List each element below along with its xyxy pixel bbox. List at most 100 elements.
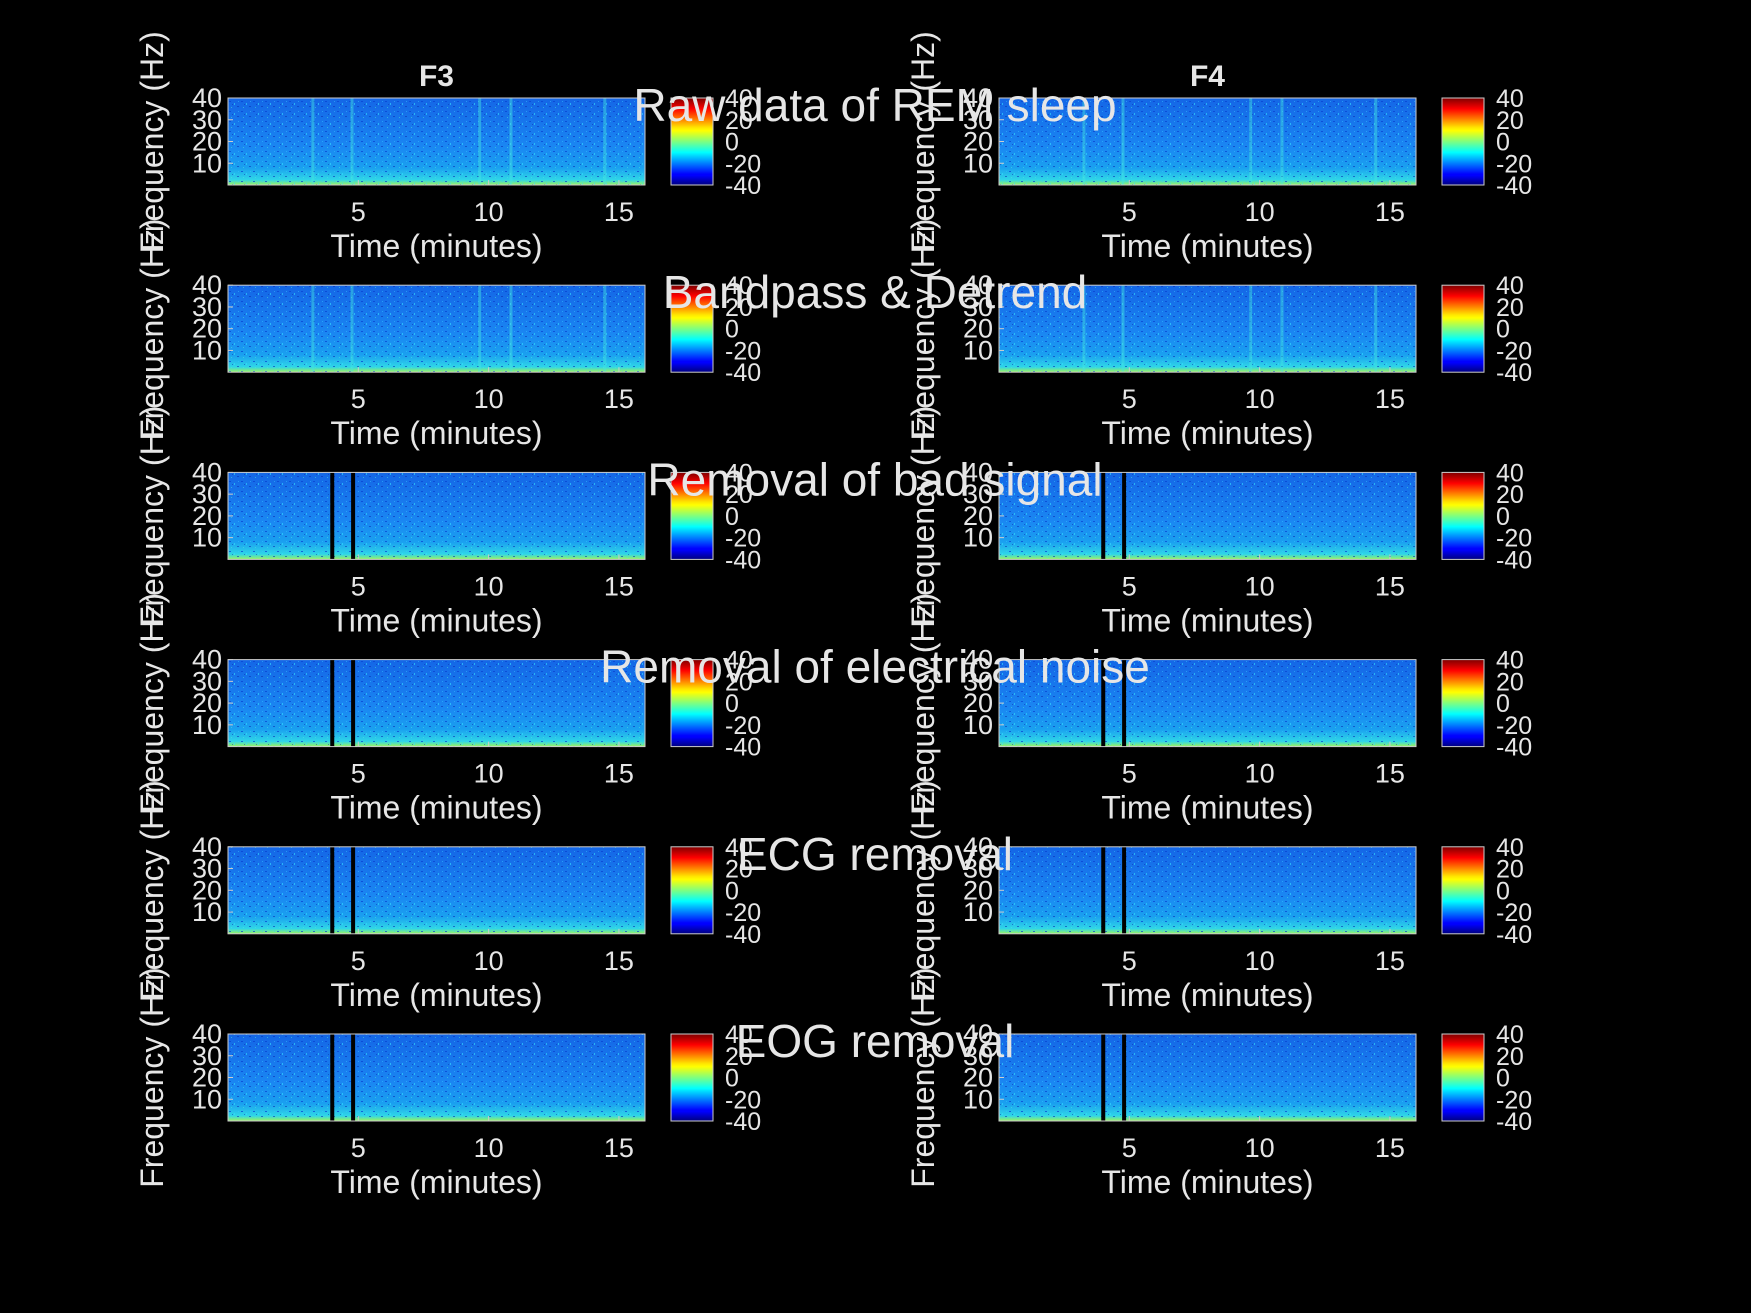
y-tick-label: 40 bbox=[963, 1019, 993, 1049]
artifact-streak bbox=[350, 98, 354, 185]
x-axis-label: Time (minutes) bbox=[1101, 415, 1313, 451]
colorbar-tick-label: 40 bbox=[725, 272, 753, 300]
x-axis-label: Time (minutes) bbox=[330, 977, 542, 1013]
colorbar bbox=[670, 1033, 714, 1122]
colorbar-tick-label: -20 bbox=[725, 899, 761, 927]
spectrogram-texture bbox=[999, 846, 1416, 934]
y-tick-label: 20 bbox=[963, 1063, 993, 1093]
colorbar-tick-label: -40 bbox=[1496, 1108, 1532, 1136]
y-tick-label: 30 bbox=[192, 1041, 222, 1071]
spectrogram-texture bbox=[228, 472, 645, 560]
colorbar-tick-label: 0 bbox=[1496, 503, 1510, 531]
spectrogram-texture bbox=[999, 98, 1416, 185]
x-tick-label: 5 bbox=[351, 946, 366, 976]
colorbar-tick-label: 20 bbox=[725, 294, 753, 322]
colorbar bbox=[1441, 284, 1485, 373]
artifact-streak bbox=[1280, 98, 1284, 185]
removed-segment bbox=[1122, 659, 1127, 747]
removed-segment bbox=[330, 472, 335, 560]
colorbar bbox=[670, 659, 714, 748]
y-tick-label: 10 bbox=[963, 897, 993, 927]
colorbar-tick-label: -40 bbox=[725, 921, 761, 949]
x-tick-label: 5 bbox=[1122, 946, 1137, 976]
removed-segment bbox=[330, 846, 335, 934]
removed-segment bbox=[1122, 1034, 1127, 1121]
x-axis-label: Time (minutes) bbox=[330, 1164, 542, 1200]
row-title: ECG removal bbox=[737, 828, 1013, 880]
artifact-streak bbox=[603, 98, 607, 185]
x-tick-label: 10 bbox=[474, 197, 504, 227]
colorbar-tick-label: -40 bbox=[725, 359, 761, 387]
x-tick-label: 15 bbox=[604, 759, 634, 789]
artifact-streak bbox=[311, 285, 315, 373]
y-tick-label: 30 bbox=[192, 666, 222, 696]
removed-segment bbox=[351, 846, 356, 934]
x-axis-label: Time (minutes) bbox=[1101, 977, 1313, 1013]
y-tick-label: 30 bbox=[192, 292, 222, 322]
y-tick-label: 40 bbox=[192, 645, 222, 675]
y-tick-label: 20 bbox=[192, 314, 222, 344]
x-axis-label: Time (minutes) bbox=[330, 228, 542, 264]
row-title: Raw data of REM sleep bbox=[633, 79, 1116, 131]
colorbar-tick-label: 0 bbox=[725, 316, 739, 344]
colorbar bbox=[1441, 471, 1485, 560]
spectrogram-texture bbox=[228, 846, 645, 934]
y-tick-label: 40 bbox=[192, 1019, 222, 1049]
colorbar-tick-label: 0 bbox=[725, 877, 739, 905]
artifact-streak bbox=[509, 98, 513, 185]
y-tick-label: 40 bbox=[192, 832, 222, 862]
row-title: Removal of electrical noise bbox=[600, 641, 1150, 693]
row-title: Bandpass & Detrend bbox=[663, 266, 1088, 318]
colorbar-tick-label: 40 bbox=[1496, 85, 1524, 113]
colorbar-tick-label: 20 bbox=[725, 107, 753, 135]
y-tick-label: 40 bbox=[963, 83, 993, 113]
artifact-streak bbox=[1249, 285, 1253, 373]
removed-segment bbox=[330, 1034, 335, 1121]
artifact-streak bbox=[350, 285, 354, 373]
removed-segment bbox=[1101, 659, 1106, 747]
x-tick-label: 10 bbox=[474, 946, 504, 976]
x-tick-label: 15 bbox=[604, 384, 634, 414]
x-axis-label: Time (minutes) bbox=[1101, 228, 1313, 264]
colorbar-tick-label: 20 bbox=[725, 856, 753, 884]
artifact-streak bbox=[1121, 98, 1125, 185]
y-tick-label: 20 bbox=[192, 1063, 222, 1093]
x-axis-label: Time (minutes) bbox=[1101, 1164, 1313, 1200]
x-tick-label: 15 bbox=[1375, 571, 1405, 601]
colorbar bbox=[670, 284, 714, 373]
colorbar-tick-label: 40 bbox=[1496, 272, 1524, 300]
colorbar bbox=[1441, 659, 1485, 748]
row-title: Removal of bad signal bbox=[647, 453, 1102, 505]
colorbar-tick-label: 20 bbox=[1496, 1043, 1524, 1071]
y-tick-label: 30 bbox=[963, 854, 993, 884]
colorbar-tick-label: 20 bbox=[1496, 107, 1524, 135]
colorbar-tick-label: -20 bbox=[1496, 899, 1532, 927]
x-tick-label: 10 bbox=[474, 571, 504, 601]
colorbar-tick-label: 40 bbox=[725, 647, 753, 675]
colorbar-tick-label: -20 bbox=[725, 150, 761, 178]
y-tick-label: 20 bbox=[963, 688, 993, 718]
colorbar bbox=[670, 846, 714, 935]
colorbar bbox=[670, 471, 714, 560]
artifact-streak bbox=[478, 285, 482, 373]
colorbar-tick-label: -40 bbox=[725, 1108, 761, 1136]
x-tick-label: 5 bbox=[351, 1133, 366, 1163]
x-axis-label: Time (minutes) bbox=[330, 790, 542, 826]
colorbar-tick-label: 20 bbox=[1496, 294, 1524, 322]
colorbar-tick-label: 0 bbox=[725, 1065, 739, 1093]
colorbar-tick-label: -20 bbox=[725, 712, 761, 740]
y-axis-label: Frequency (Hz) bbox=[905, 593, 941, 814]
y-axis-label: Frequency (Hz) bbox=[134, 218, 170, 439]
removed-segment bbox=[351, 1034, 356, 1121]
colorbar-tick-label: 40 bbox=[725, 85, 753, 113]
spectrogram-texture bbox=[999, 1034, 1416, 1121]
x-tick-label: 10 bbox=[1245, 1133, 1275, 1163]
